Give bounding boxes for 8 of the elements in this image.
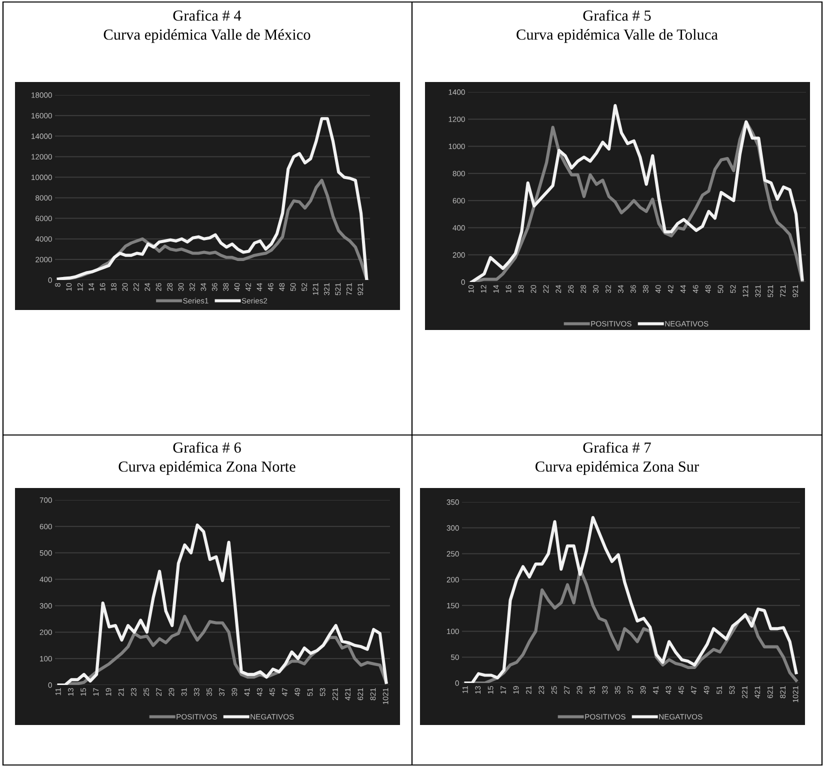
chart-title: Grafica # 4 [173, 10, 242, 21]
chart-title: Grafica # 6 [173, 442, 241, 453]
chart-title: Grafica # 5 [583, 10, 651, 21]
chart-subtitle: Curva epidémica Valle de Toluca [516, 29, 718, 43]
chart-subtitle: Curva epidémica Valle de México [104, 29, 310, 43]
chart-subtitle: Curva epidémica Zona Sur [536, 461, 699, 475]
chart-subtitle: Curva epidémica Zona Norte [118, 461, 296, 475]
chart-title: Grafica # 7 [583, 442, 651, 453]
